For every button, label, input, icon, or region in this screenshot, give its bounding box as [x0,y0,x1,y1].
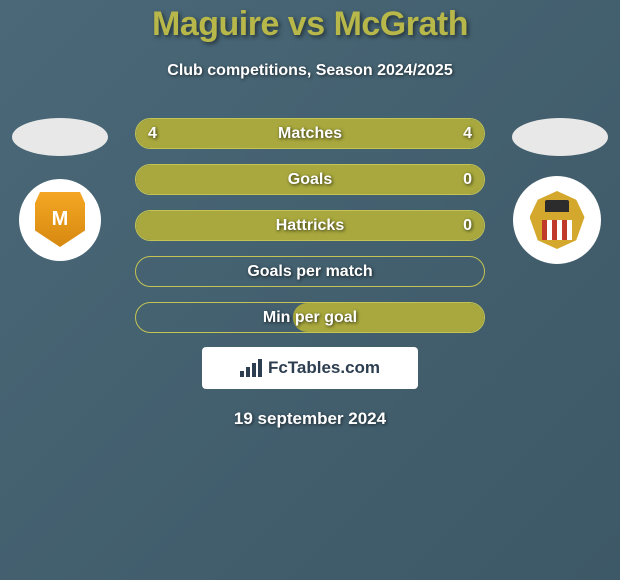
stat-value-right: 0 [463,171,472,189]
stat-row: Hattricks 0 [135,210,485,241]
player-left-avatar-placeholder [12,118,108,156]
stat-bar: Goals 0 [135,164,485,195]
brand-chart-icon [240,359,262,377]
stat-label: Goals per match [247,263,372,281]
player-right-avatar-placeholder [512,118,608,156]
stat-row: Min per goal [135,302,485,333]
stat-bar: Min per goal [135,302,485,333]
team-left-badge: M [19,179,101,261]
logo-bar-segment [240,371,244,377]
stat-bar: Hattricks 0 [135,210,485,241]
stat-label: Goals [288,171,332,189]
comparison-title: Maguire vs McGrath [152,5,468,44]
brand-text: FcTables.com [268,358,380,378]
stat-label: Hattricks [276,217,344,235]
badge-shield-icon: M [35,192,85,247]
stat-bar: Matches 4 4 [135,118,485,149]
logo-bar-segment [252,363,256,377]
snapshot-date: 19 september 2024 [234,409,386,429]
stat-row: Matches 4 4 [135,118,485,149]
stat-value-left: 4 [148,125,157,143]
mk-dons-crest-icon: M [30,190,90,250]
badge-helm-icon [545,200,569,212]
stat-label: Matches [278,125,342,143]
stat-row: Goals 0 [135,164,485,195]
stat-bar: Goals per match [135,256,485,287]
badge-stripes-icon [542,220,572,240]
season-subtitle: Club competitions, Season 2024/2025 [167,62,452,80]
doncaster-crest-icon [525,188,590,253]
stat-value-right: 0 [463,217,472,235]
team-right-badge [513,176,601,264]
logo-bar-segment [258,359,262,377]
brand-logo-box: FcTables.com [202,347,418,389]
logo-bar-segment [246,367,250,377]
stat-label: Min per goal [263,309,357,327]
badge-viking-shape-icon [530,191,585,249]
stat-value-right: 4 [463,125,472,143]
stat-row: Goals per match [135,256,485,287]
badge-letter: M [52,208,69,231]
